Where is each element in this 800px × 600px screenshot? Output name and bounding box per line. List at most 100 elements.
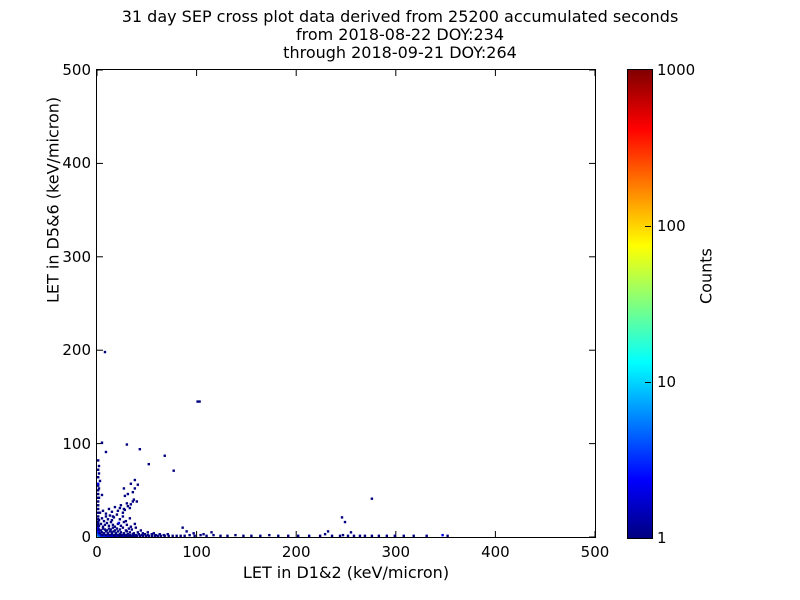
data-point (370, 534, 374, 537)
data-point (150, 532, 153, 536)
data-point (198, 400, 201, 403)
data-point (116, 533, 120, 537)
data-point (97, 504, 100, 507)
data-point (128, 533, 132, 537)
data-point (330, 534, 334, 537)
data-point (121, 526, 125, 529)
data-point (131, 534, 135, 537)
data-point (97, 487, 101, 490)
data-point (122, 532, 126, 535)
colorbar-tick-label: 10 (657, 373, 677, 391)
data-point (124, 533, 128, 537)
data-point (97, 492, 100, 496)
data-point (425, 534, 428, 537)
data-point (100, 533, 104, 537)
data-point (250, 534, 253, 537)
data-point (128, 517, 132, 520)
data-point (199, 533, 202, 537)
data-point (412, 534, 415, 537)
data-point (259, 534, 262, 537)
x-tick-label: 500 (580, 543, 610, 561)
y-tick-label: 0 (81, 528, 91, 546)
data-point (118, 532, 122, 536)
data-point (402, 534, 405, 537)
data-point (103, 528, 107, 531)
data-point (154, 533, 157, 537)
colorbar-tick-mark (645, 382, 651, 383)
data-point (147, 462, 150, 466)
data-point (202, 532, 205, 536)
data-point (111, 523, 115, 527)
data-point (287, 534, 290, 537)
data-point (318, 534, 322, 537)
y-tick-label: 200 (62, 341, 91, 360)
data-point (107, 507, 111, 511)
data-point (119, 524, 123, 527)
data-point (126, 492, 130, 496)
data-point (123, 494, 127, 498)
data-point (117, 521, 121, 525)
data-point (109, 520, 113, 524)
data-point (128, 506, 132, 510)
data-point (133, 522, 137, 526)
data-point (343, 520, 347, 524)
data-point (111, 515, 115, 518)
data-point (338, 534, 342, 537)
data-point (377, 534, 381, 537)
data-point (125, 523, 129, 527)
x-tick-label: 0 (92, 543, 102, 561)
data-point (138, 534, 142, 537)
data-point (114, 532, 118, 535)
data-point (129, 525, 133, 528)
data-point (136, 531, 140, 534)
data-point (101, 525, 105, 528)
data-point (196, 400, 199, 403)
data-point (112, 533, 116, 537)
data-point (99, 529, 103, 532)
data-point (183, 534, 186, 537)
data-point (113, 529, 117, 532)
data-point (167, 534, 170, 537)
data-point (113, 505, 117, 509)
data-point (158, 532, 161, 536)
colorbar-tick-label: 100 (657, 217, 686, 235)
data-point (122, 520, 126, 524)
data-point (97, 472, 101, 475)
data-point (150, 534, 153, 537)
data-point (115, 513, 119, 516)
data-point (131, 490, 135, 494)
data-point (138, 448, 142, 451)
data-point (107, 524, 111, 527)
data-point (116, 530, 120, 533)
data-point (113, 525, 117, 528)
data-point (104, 533, 108, 537)
data-point (125, 502, 129, 505)
data-point (97, 530, 101, 533)
data-point (137, 532, 141, 536)
data-point (123, 508, 127, 512)
data-point (152, 532, 155, 535)
data-point (121, 515, 125, 518)
data-point (131, 500, 135, 503)
data-point (108, 530, 112, 533)
y-tick-label: 400 (62, 154, 91, 173)
data-point (108, 533, 112, 537)
data-point (101, 527, 105, 530)
data-point (97, 515, 100, 518)
data-point (156, 534, 159, 537)
data-point (446, 534, 449, 537)
data-point (166, 532, 169, 536)
data-point (97, 528, 101, 531)
y-tick-label: 500 (62, 61, 91, 79)
data-point (162, 533, 165, 537)
data-point (100, 531, 104, 534)
data-point (188, 533, 191, 537)
data-point (97, 468, 100, 471)
data-point (129, 503, 133, 506)
data-point (363, 534, 367, 537)
data-point (175, 534, 178, 537)
data-point (103, 523, 107, 527)
data-point (307, 534, 311, 537)
data-point (132, 532, 136, 535)
